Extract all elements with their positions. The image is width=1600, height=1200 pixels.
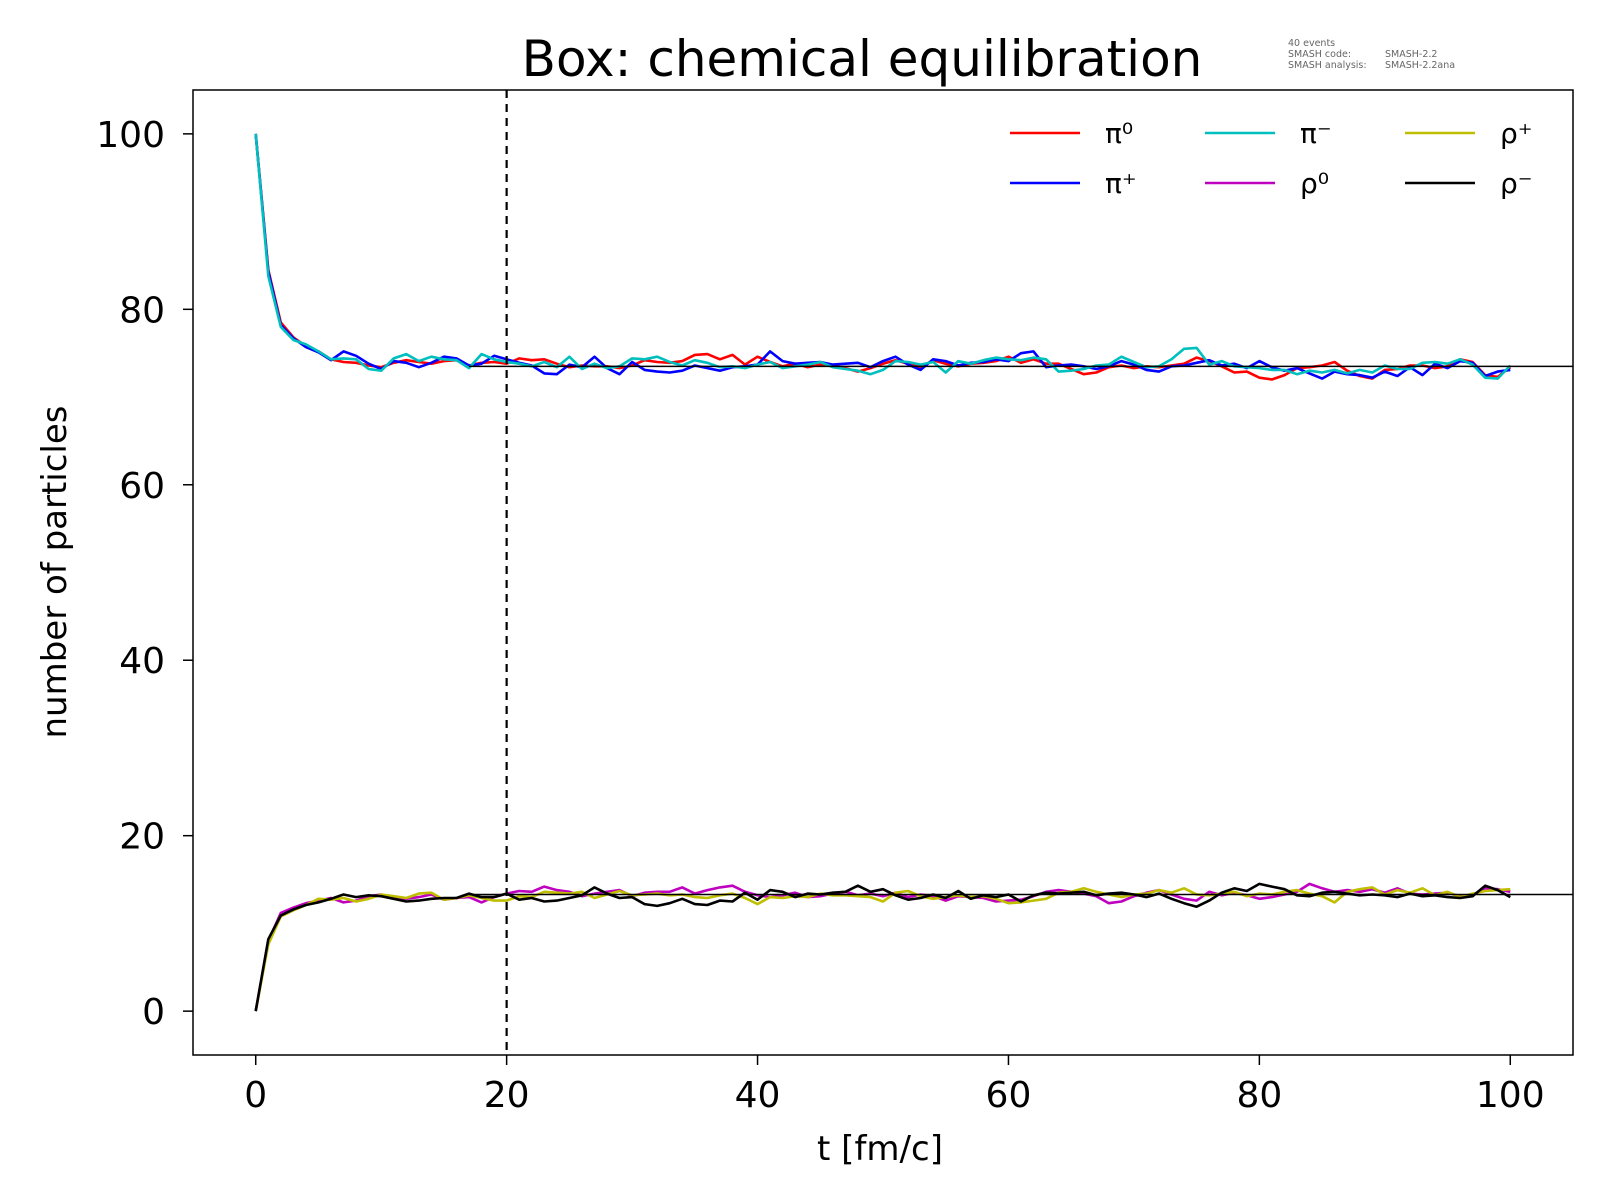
series-line-1 <box>254 133 1511 380</box>
info-code-label: SMASH code: <box>1288 49 1351 60</box>
legend-label-0: π⁰ <box>1105 117 1133 150</box>
legend-label-4: ρ⁺ <box>1500 117 1533 150</box>
run-info: 40 events SMASH code: SMASH-2.2 SMASH an… <box>1288 38 1455 71</box>
plot-area-frame <box>192 89 1574 1056</box>
legend-label-1: π⁺ <box>1105 167 1137 200</box>
series-line-4 <box>254 886 1511 1012</box>
plot-data <box>254 133 1512 1012</box>
info-events: 40 events <box>1288 38 1335 49</box>
legend-label-2: π⁻ <box>1300 117 1332 150</box>
info-analysis-value: SMASH-2.2ana <box>1385 60 1455 71</box>
y-tick-label-3: 60 <box>119 466 165 507</box>
y-tick-label-2: 40 <box>119 641 165 682</box>
x-tick-label-3: 60 <box>986 1075 1032 1116</box>
y-tick-label-5: 100 <box>96 115 165 156</box>
x-axis-label: t [fm/c] <box>817 1129 943 1169</box>
series-line-2 <box>254 133 1512 380</box>
y-tick-label-0: 0 <box>142 992 165 1033</box>
x-tick-label-2: 40 <box>735 1075 781 1116</box>
x-tick-label-5: 100 <box>1476 1075 1545 1116</box>
info-analysis-label: SMASH analysis: <box>1288 60 1367 71</box>
legend: π⁰ π⁺ π⁻ ρ⁰ ρ⁺ ρ⁻ <box>1010 117 1533 200</box>
y-tick-label-1: 20 <box>119 817 165 858</box>
chart-title: Box: chemical equilibration <box>522 30 1203 88</box>
x-axis: 0 20 40 60 80 100 <box>244 1055 1545 1116</box>
y-axis: 0 20 40 60 80 100 <box>96 115 193 1033</box>
legend-label-5: ρ⁻ <box>1500 167 1533 200</box>
x-tick-label-1: 20 <box>484 1075 530 1116</box>
y-tick-label-4: 80 <box>119 290 165 331</box>
info-code-value: SMASH-2.2 <box>1385 49 1437 60</box>
legend-label-3: ρ⁰ <box>1300 167 1329 200</box>
series-line-3 <box>254 882 1511 1012</box>
x-tick-label-4: 80 <box>1236 1075 1282 1116</box>
x-tick-label-0: 0 <box>244 1075 267 1116</box>
equilibrium-lines <box>469 365 1573 896</box>
y-axis-label: number of particles <box>35 405 75 738</box>
series-line-5 <box>254 882 1511 1012</box>
